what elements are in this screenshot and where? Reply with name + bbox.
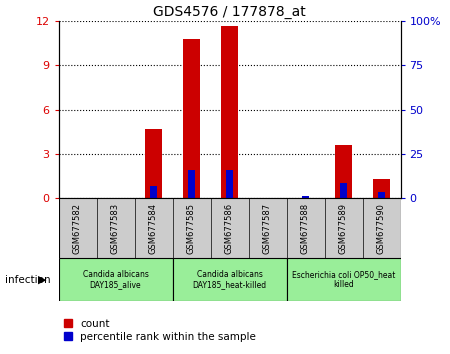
Bar xyxy=(373,179,390,198)
Text: infection: infection xyxy=(4,275,50,285)
Text: GSM677587: GSM677587 xyxy=(263,203,272,254)
Bar xyxy=(226,170,233,198)
Text: GSM677590: GSM677590 xyxy=(377,203,386,254)
Bar xyxy=(335,145,352,198)
Bar xyxy=(340,183,347,198)
Text: GSM677589: GSM677589 xyxy=(339,203,348,254)
Text: ▶: ▶ xyxy=(38,275,47,285)
Text: GSM677585: GSM677585 xyxy=(187,203,196,254)
Text: GSM677582: GSM677582 xyxy=(73,203,82,254)
Bar xyxy=(287,258,400,301)
Text: GSM677583: GSM677583 xyxy=(111,203,120,254)
Bar xyxy=(188,170,195,198)
Text: Candida albicans
DAY185_heat-killed: Candida albicans DAY185_heat-killed xyxy=(193,270,266,289)
Text: GSM677588: GSM677588 xyxy=(301,203,310,254)
Text: Escherichia coli OP50_heat
killed: Escherichia coli OP50_heat killed xyxy=(292,270,395,289)
Bar xyxy=(302,196,309,198)
Bar xyxy=(378,192,385,198)
Bar xyxy=(183,39,200,198)
Bar xyxy=(172,258,287,301)
Bar xyxy=(145,129,162,198)
Text: GSM677586: GSM677586 xyxy=(225,203,234,254)
Bar xyxy=(150,186,157,198)
Text: GSM677584: GSM677584 xyxy=(149,203,158,254)
Bar xyxy=(221,26,238,198)
Title: GDS4576 / 177878_at: GDS4576 / 177878_at xyxy=(153,5,306,19)
Legend: count, percentile rank within the sample: count, percentile rank within the sample xyxy=(64,319,256,342)
Text: Candida albicans
DAY185_alive: Candida albicans DAY185_alive xyxy=(82,270,148,289)
Bar xyxy=(58,258,172,301)
